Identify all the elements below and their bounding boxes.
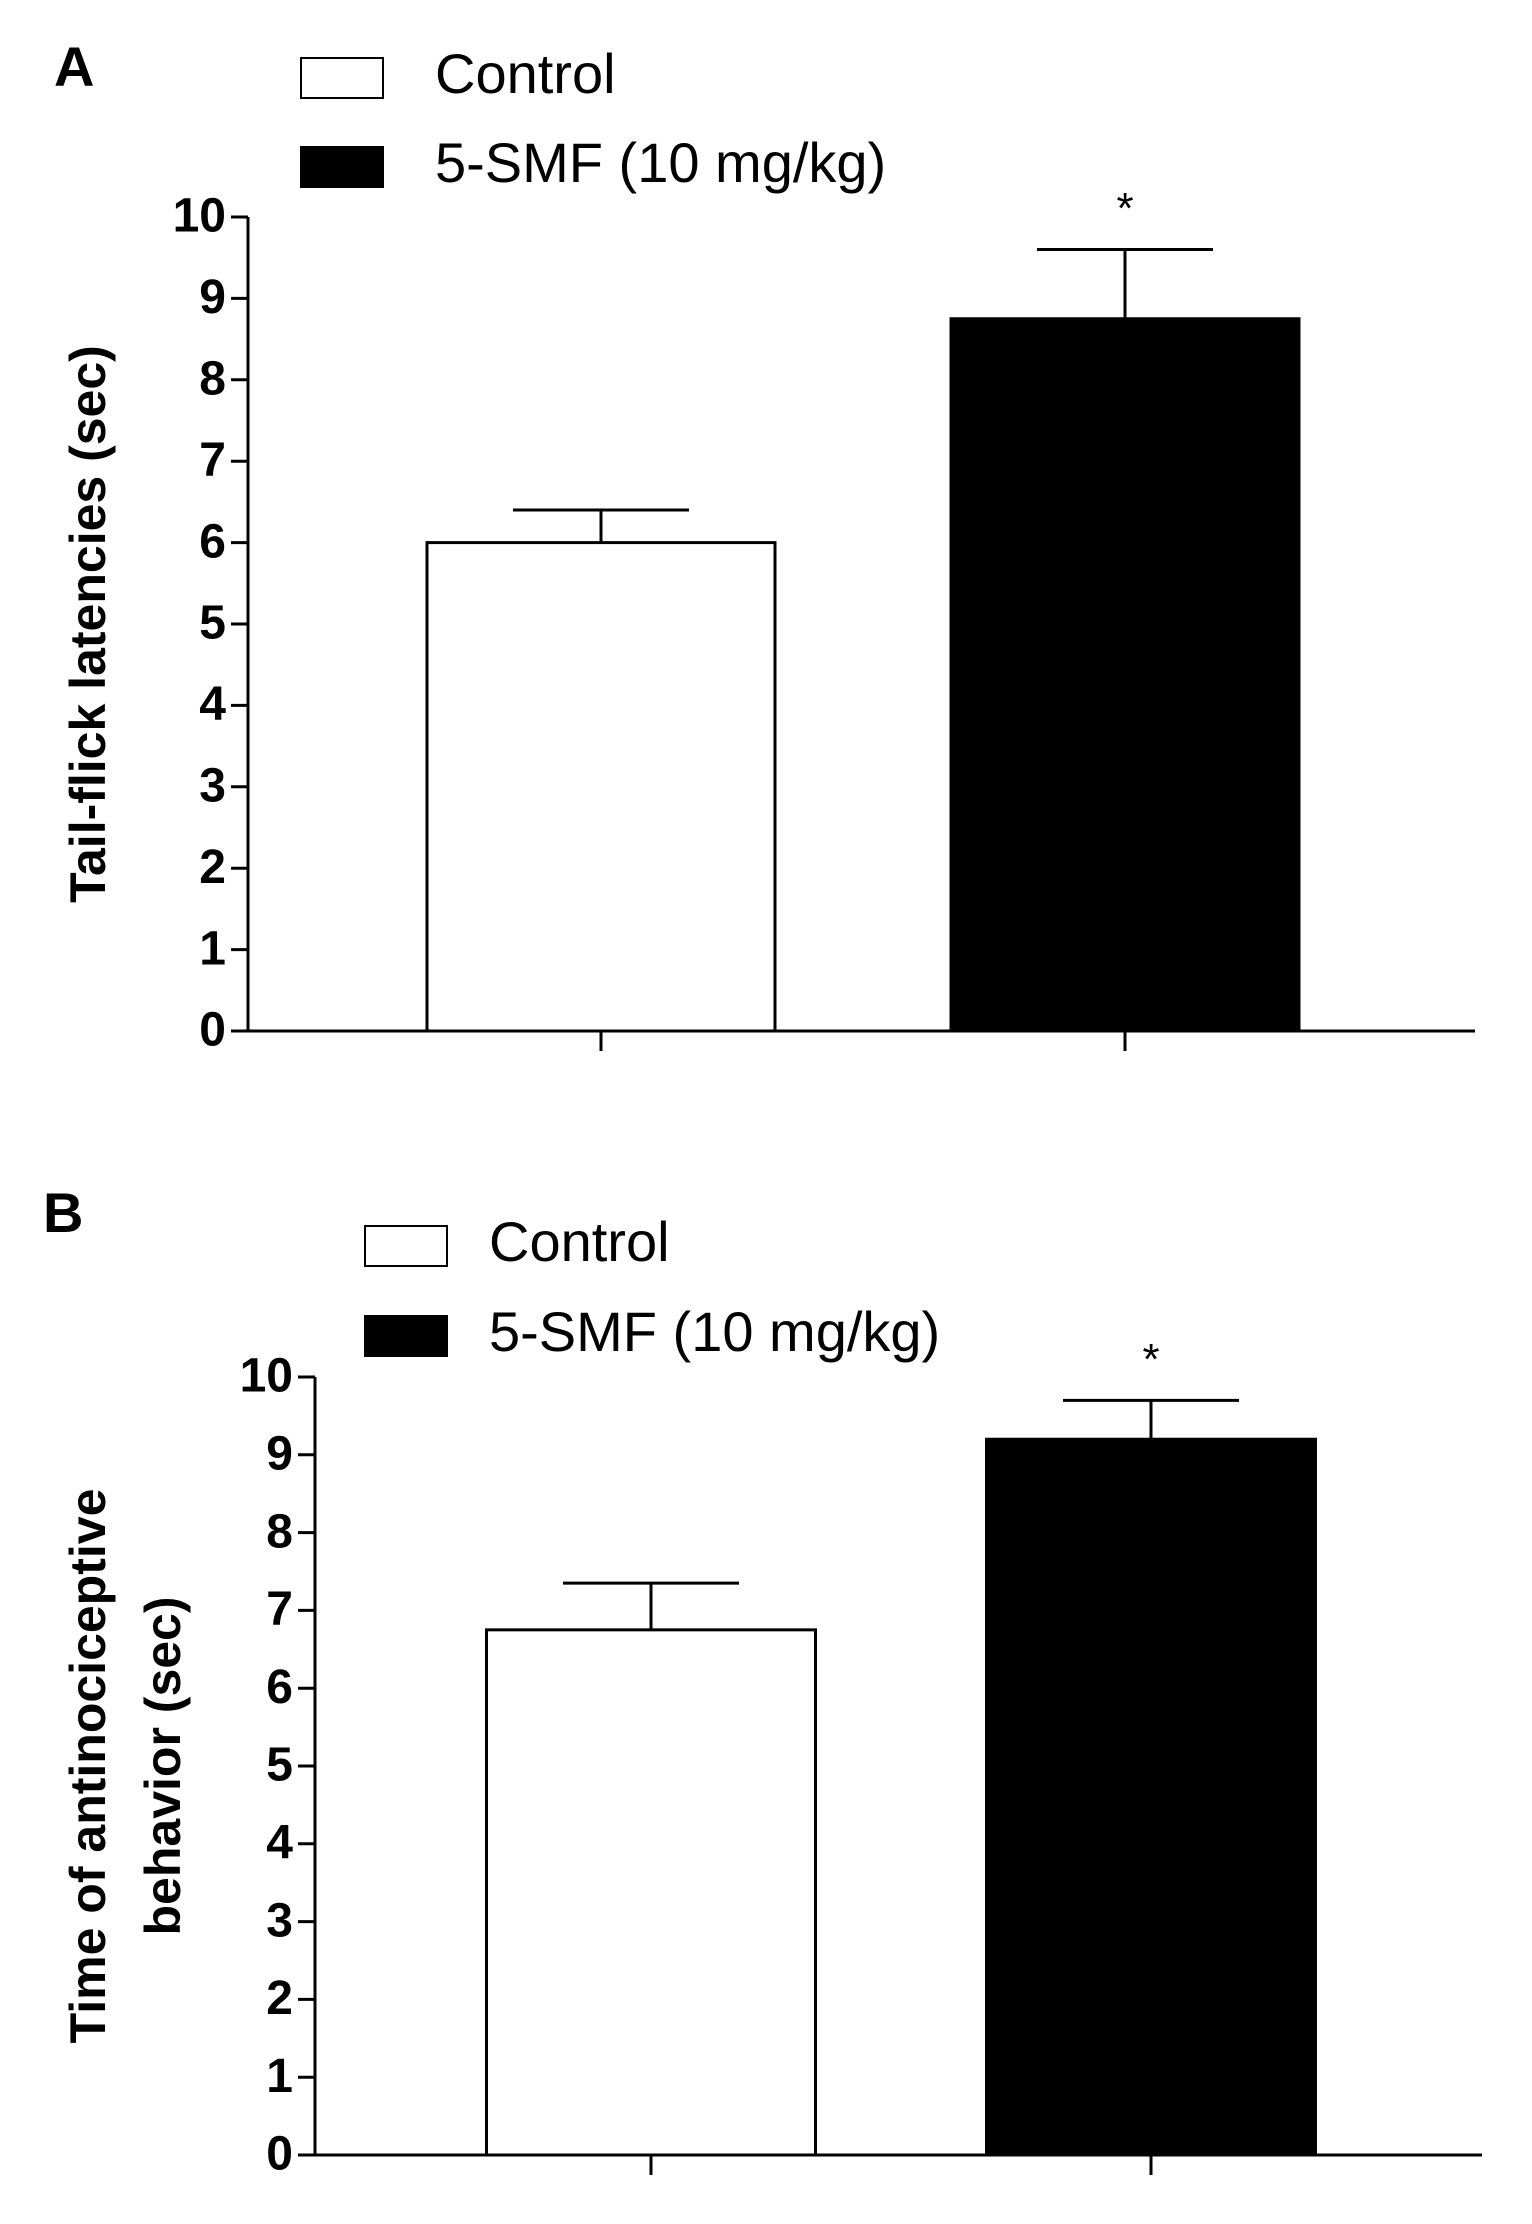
legend-label: 5-SMF (10 mg/kg) (435, 131, 886, 194)
y-tick-label: 4 (266, 1816, 293, 1869)
legend-swatch (300, 146, 384, 188)
legend-label: 5-SMF (10 mg/kg) (489, 1300, 940, 1363)
y-tick-label: 0 (266, 2128, 293, 2181)
y-tick-label: 5 (199, 597, 226, 650)
y-tick-label: 9 (199, 271, 226, 324)
legend-swatch (300, 57, 384, 99)
panel-label: B (43, 1181, 83, 1244)
legend-label: Control (489, 1210, 670, 1273)
y-tick-label: 2 (199, 841, 226, 894)
y-tick-label: 9 (266, 1427, 293, 1480)
y-tick-label: 10 (173, 190, 226, 243)
bar (949, 317, 1301, 1033)
y-axis-label: Tail-flick latencies (sec) (60, 345, 116, 903)
y-tick-label: 5 (266, 1739, 293, 1792)
y-tick-label: 4 (199, 678, 226, 731)
legend-label: Control (435, 42, 616, 105)
y-tick-label: 7 (199, 434, 226, 487)
bar (425, 541, 777, 1033)
y-tick-label: 8 (199, 352, 226, 405)
bar (985, 1437, 1317, 2157)
y-tick-label: 8 (266, 1505, 293, 1558)
legend-swatch (364, 1225, 448, 1267)
y-tick-label: 6 (266, 1661, 293, 1714)
annotation: * (1142, 1335, 1159, 1384)
panel-label: A (54, 35, 94, 98)
legend-swatch (364, 1315, 448, 1357)
annotation: * (1116, 184, 1133, 233)
y-tick-label: 3 (266, 1894, 293, 1947)
y-tick-label: 1 (199, 922, 226, 975)
y-axis-label: Time of antinociceptive (60, 1489, 116, 2044)
y-tick-label: 7 (266, 1583, 293, 1636)
y-axis-label: behavior (sec) (135, 1596, 191, 1935)
y-tick-label: 2 (266, 1972, 293, 2025)
y-tick-label: 3 (199, 759, 226, 812)
y-tick-label: 0 (199, 1004, 226, 1057)
y-tick-label: 1 (266, 2050, 293, 2103)
y-tick-label: 6 (199, 515, 226, 568)
bar (485, 1628, 817, 2157)
y-tick-label: 10 (240, 1350, 293, 1403)
